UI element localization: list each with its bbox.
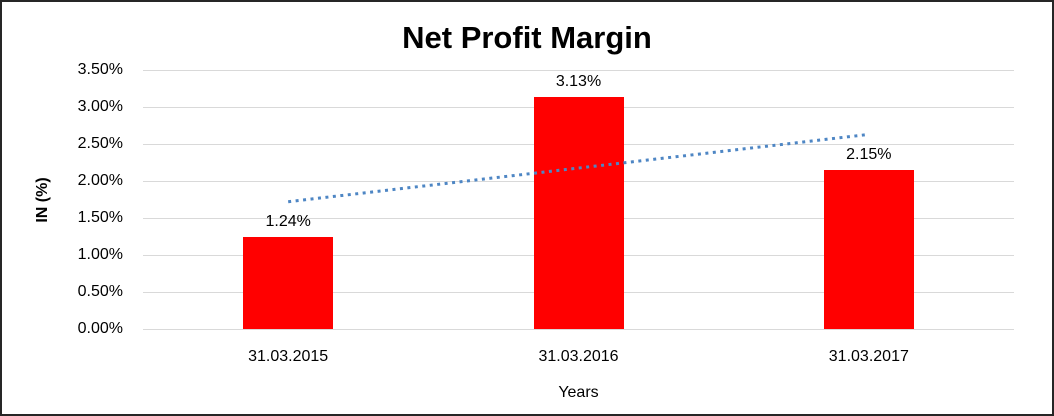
bar-value-label: 1.24% xyxy=(265,213,311,231)
gridline xyxy=(143,70,1014,71)
gridline xyxy=(143,329,1014,330)
bar-value-label: 3.13% xyxy=(555,73,602,91)
bar xyxy=(533,97,624,329)
y-tick-label: 0.50% xyxy=(77,283,123,300)
bar xyxy=(823,169,914,329)
plot-area: 1.24% 3.13% 2.15% xyxy=(143,70,1014,330)
y-tick-label: 3.50% xyxy=(77,61,123,78)
chart-title: Net Profit Margin xyxy=(402,20,652,55)
bar xyxy=(243,237,334,329)
linear-trendline xyxy=(287,132,870,204)
x-tick-label: 31.03.2016 xyxy=(538,348,619,365)
y-tick-label: 2.00% xyxy=(77,172,123,189)
y-tick-label: 0.00% xyxy=(77,320,123,337)
bar-value-label: 2.15% xyxy=(846,145,892,163)
y-tick-label: 2.50% xyxy=(77,135,123,152)
y-tick-label: 1.50% xyxy=(77,209,123,226)
x-tick-label: 31.03.2015 xyxy=(248,348,329,365)
x-tick-label: 31.03.2017 xyxy=(828,348,909,365)
y-tick-label: 3.00% xyxy=(77,98,123,115)
y-tick-label: 1.00% xyxy=(77,246,123,263)
y-axis-title: IN (%) xyxy=(34,177,51,223)
x-axis-title: Years xyxy=(558,384,599,401)
